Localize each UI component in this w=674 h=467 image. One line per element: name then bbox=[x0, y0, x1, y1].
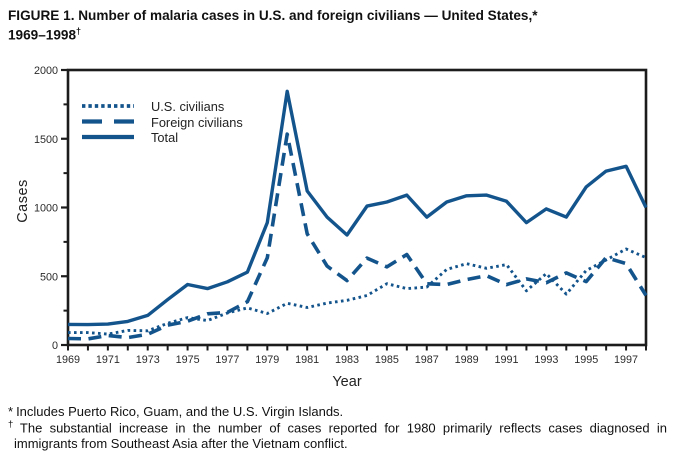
line-foreign bbox=[67, 132, 648, 341]
x-tick-label: 1977 bbox=[215, 354, 239, 366]
x-tick-label: 1983 bbox=[335, 354, 359, 366]
y-tick-label: 500 bbox=[40, 271, 58, 283]
line-us bbox=[68, 247, 647, 336]
x-tick-label: 1975 bbox=[176, 354, 200, 366]
x-tick-label: 1997 bbox=[614, 354, 638, 366]
x-tick-label: 1973 bbox=[136, 354, 160, 366]
figure-title-line2: 1969–1998 bbox=[8, 27, 77, 43]
y-tick-label: 2000 bbox=[34, 65, 58, 77]
legend-label-us-civilians: U.S. civilians bbox=[151, 99, 225, 114]
footnotes: * Includes Puerto Rico, Guam, and the U.S… bbox=[8, 404, 667, 451]
y-tick-label: 1000 bbox=[34, 203, 58, 215]
x-tick-label: 1981 bbox=[295, 354, 319, 366]
footnote-dagger-text: The substantial increase in the number o… bbox=[14, 420, 667, 451]
x-axis-title: Year bbox=[332, 374, 362, 390]
x-tick-label: 1989 bbox=[455, 354, 479, 366]
x-tick-label: 1979 bbox=[255, 354, 279, 366]
y-tick-label: 0 bbox=[52, 340, 58, 352]
line-total bbox=[67, 89, 648, 327]
legend-label-foreign-civilians: Foreign civilians bbox=[151, 114, 243, 130]
title-dagger-marker: † bbox=[76, 26, 82, 37]
footnote-dagger: † The substantial increase in the number … bbox=[8, 419, 667, 451]
figure-title-line1: FIGURE 1. Number of malaria cases in U.S… bbox=[8, 8, 538, 23]
x-tick-label: 1991 bbox=[494, 354, 518, 366]
legend-label-total: Total bbox=[151, 130, 179, 145]
footnote-asterisk-text: Includes Puerto Rico, Guam, and the U.S.… bbox=[16, 404, 344, 419]
figure-title: FIGURE 1. Number of malaria cases in U.S… bbox=[8, 6, 670, 45]
x-tick-label: 1971 bbox=[96, 354, 120, 366]
asterisk-marker: * bbox=[8, 404, 14, 419]
x-tick-labels: 1969 1971 1973 1975 1977 1979 1981 1983 1985 1987… bbox=[56, 354, 638, 366]
y-tick-labels: 0 500 1000 1500 2000 bbox=[34, 65, 58, 352]
y-tick-label: 1500 bbox=[34, 134, 58, 146]
y-axis-title: Cases bbox=[15, 179, 31, 223]
x-tick-label: 1969 bbox=[56, 354, 80, 366]
x-tick-label: 1993 bbox=[534, 354, 558, 366]
x-tick-label: 1987 bbox=[415, 354, 439, 366]
dagger-marker: † bbox=[8, 419, 17, 431]
x-tick-label: 1995 bbox=[574, 354, 598, 366]
footnote-asterisk: * Includes Puerto Rico, Guam, and the U.S… bbox=[8, 404, 667, 419]
x-tick-label: 1985 bbox=[375, 354, 399, 366]
